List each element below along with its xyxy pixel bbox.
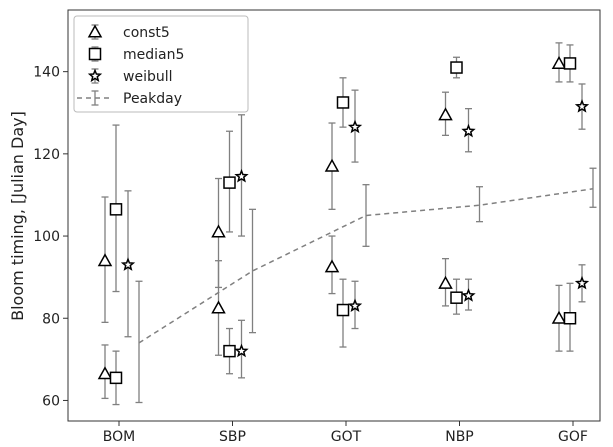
y-axis-ticks: 60 80 100 120 140 xyxy=(33,65,68,409)
const5-point xyxy=(97,366,113,380)
legend-label: const5 xyxy=(123,25,170,41)
x-tick-label: GOF xyxy=(558,429,588,445)
const5-point xyxy=(211,300,226,314)
median5-point xyxy=(223,344,236,358)
const5-point xyxy=(97,253,113,267)
weibull-point xyxy=(461,123,476,138)
x-tick-label: GOT xyxy=(331,429,362,445)
weibull-point xyxy=(120,257,136,271)
legend-label: weibull xyxy=(123,69,173,85)
weibull-point xyxy=(574,275,590,290)
weibull-point xyxy=(234,168,249,183)
median5-point xyxy=(109,203,123,216)
peakday-errorbar xyxy=(135,280,143,404)
legend-item-weibull: weibull xyxy=(87,68,173,85)
weibull-point xyxy=(347,119,363,134)
median5-point xyxy=(109,371,123,385)
peakday-errorbar xyxy=(589,167,597,208)
x-tick-label: BOM xyxy=(103,429,135,445)
const5-point xyxy=(324,158,340,172)
legend-item-Peakday: Peakday xyxy=(77,90,182,107)
peakday-errorbar xyxy=(476,186,483,223)
x-tick-label: SBP xyxy=(219,429,246,445)
legend-item-median5: median5 xyxy=(88,46,184,63)
weibull-point xyxy=(347,298,363,313)
peakday-errorbar xyxy=(362,184,370,247)
weibull-point xyxy=(461,288,476,302)
legend-item-const5: const5 xyxy=(87,24,170,41)
median5-point xyxy=(336,96,350,109)
legend-label: median5 xyxy=(123,47,184,63)
legend-label: Peakday xyxy=(123,91,182,107)
marker-layer xyxy=(97,55,590,385)
peakday-layer xyxy=(135,167,597,404)
const5-point xyxy=(324,259,340,273)
legend: const5 median5 weibull Peakday xyxy=(73,15,249,113)
const5-point xyxy=(438,275,453,289)
peakday-errorbar xyxy=(249,208,256,334)
y-tick-label: 120 xyxy=(33,147,60,163)
y-tick-label: 80 xyxy=(42,311,60,327)
median5-point xyxy=(563,312,577,325)
legend-box xyxy=(73,15,249,113)
x-axis-ticks: BOM SBP GOT NBP GOF xyxy=(103,421,588,445)
median5-point xyxy=(223,176,236,189)
legend-marker-median5 xyxy=(88,47,102,61)
x-tick-label: NBP xyxy=(445,429,474,445)
median5-point xyxy=(450,61,463,74)
weibull-point xyxy=(574,99,590,113)
median5-point xyxy=(563,57,577,70)
y-axis-label: Bloom timing, [Julian Day] xyxy=(8,111,27,321)
y-tick-label: 60 xyxy=(42,393,60,409)
const5-point xyxy=(551,55,567,69)
median5-point xyxy=(450,291,463,304)
weibull-point xyxy=(234,343,249,358)
median5-point xyxy=(336,303,350,317)
y-tick-label: 100 xyxy=(33,229,60,245)
const5-point xyxy=(211,224,226,238)
y-tick-label: 140 xyxy=(33,65,60,81)
plot-frame xyxy=(67,9,601,422)
const5-point xyxy=(438,107,453,121)
legend-marker-const5 xyxy=(87,24,103,38)
legend-marker-weibull xyxy=(87,68,103,83)
const5-point xyxy=(551,310,567,324)
